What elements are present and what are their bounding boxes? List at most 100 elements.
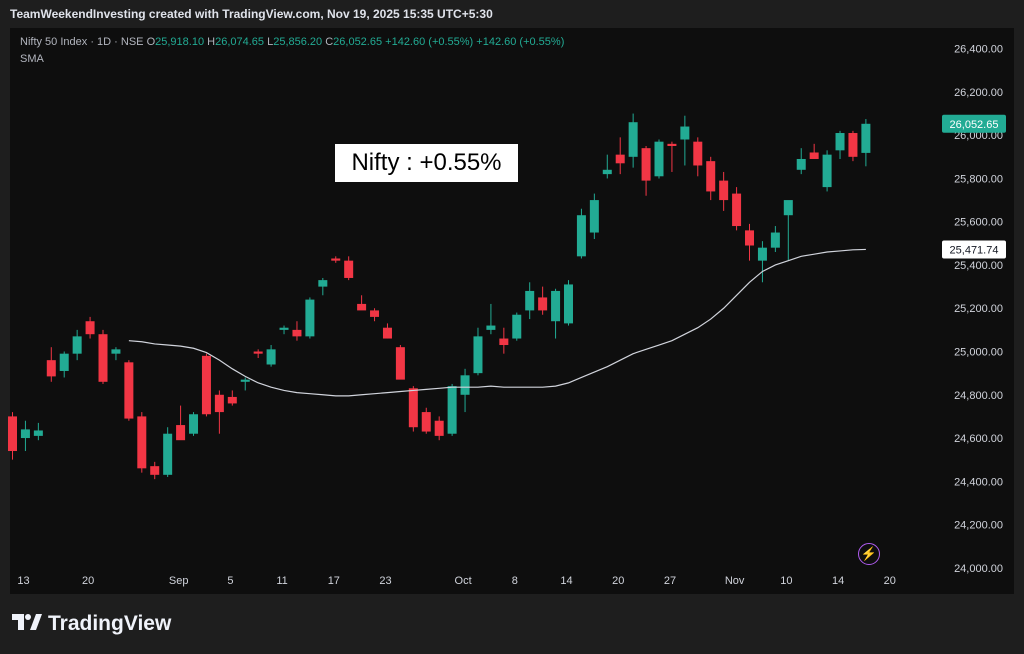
candle (318, 277, 328, 296)
candle (227, 390, 237, 406)
candle-body (8, 416, 17, 452)
candle-body (667, 143, 677, 146)
candle-body (499, 338, 509, 346)
lightning-icon[interactable]: ⚡ (858, 543, 880, 565)
time-tick-label: Sep (169, 575, 189, 587)
candle-body (693, 141, 703, 166)
candle (382, 323, 392, 339)
candle-body (111, 349, 121, 354)
candle-body (98, 334, 108, 382)
sma-price-label-bg (942, 240, 1006, 259)
candle-body (137, 416, 147, 469)
annotation-box[interactable]: Nifty : +0.55% (335, 144, 518, 182)
candle-body (344, 260, 354, 278)
footer-bar (0, 594, 1024, 654)
candle-body (46, 360, 56, 377)
time-tick-label: 14 (560, 575, 572, 587)
candle-body (628, 122, 638, 157)
time-tick-label: 5 (227, 575, 233, 587)
close-value: 26,052.65 (333, 36, 383, 48)
candle-body (266, 349, 276, 365)
candle (525, 282, 535, 320)
time-tick-label: Oct (455, 575, 472, 587)
candle (460, 368, 470, 413)
candle (331, 256, 341, 263)
candle-body (59, 353, 69, 371)
price-tick-label: 25,800.00 (954, 173, 1003, 185)
candle-body (706, 161, 716, 192)
candle-body (382, 327, 392, 339)
candle-body (20, 429, 30, 439)
price-tick-label: 26,000.00 (954, 130, 1003, 142)
candle (176, 405, 186, 441)
candle (279, 325, 289, 335)
candle (499, 327, 509, 354)
last-price-label-bg (942, 114, 1006, 133)
price-tick-label: 25,400.00 (954, 260, 1003, 272)
price-tick-label: 24,800.00 (954, 390, 1003, 402)
candle (706, 156, 716, 201)
price-labels: 26,052.65 25,471.74 (942, 114, 1006, 259)
candle-body (408, 388, 418, 428)
candle-body (525, 290, 535, 311)
candle-body (615, 154, 625, 164)
candle (395, 345, 405, 380)
symbol-name[interactable]: Nifty 50 Index · 1D · NSE (20, 36, 144, 48)
symbol-legend[interactable]: Nifty 50 Index · 1D · NSE O25,918.10 H26… (20, 36, 564, 48)
candle-body (72, 336, 82, 354)
sma-indicator-label[interactable]: SMA (20, 53, 44, 65)
candle (563, 280, 573, 326)
candle-body (486, 325, 496, 330)
candle-body (253, 351, 263, 354)
candle-body (318, 280, 328, 287)
candle (809, 143, 819, 159)
sma-line (128, 248, 866, 397)
tradingview-logo-icon (12, 614, 42, 630)
price-tick-label: 24,400.00 (954, 476, 1003, 488)
candle (628, 113, 638, 168)
chart-panel[interactable] (10, 28, 1014, 594)
time-tick-label: 13 (17, 575, 29, 587)
candle-body (421, 412, 431, 432)
candle (538, 286, 548, 315)
price-tick-label: 24,600.00 (954, 433, 1003, 445)
candle-body (395, 347, 405, 380)
candle-body (124, 362, 134, 419)
candle-body (602, 169, 612, 175)
candle-body (85, 321, 95, 335)
candle-body (473, 336, 483, 374)
candle (85, 316, 95, 339)
candle (408, 386, 418, 432)
candle-body (201, 355, 211, 415)
time-tick-label: Nov (725, 575, 745, 587)
tradingview-brand: TradingView (48, 612, 172, 635)
candle-body (822, 154, 832, 188)
candle-body (370, 310, 380, 317)
candle-body (576, 215, 586, 257)
candle (486, 303, 496, 335)
candle-body (809, 152, 819, 159)
open-label: O (146, 36, 156, 48)
price-tick-label: 24,200.00 (954, 520, 1003, 532)
time-tick-label: 14 (832, 575, 844, 587)
high-label: H (207, 36, 216, 48)
candle-body (189, 414, 199, 434)
time-tick-label: 10 (780, 575, 792, 587)
candle (421, 407, 431, 434)
price-tick-label: 24,000.00 (954, 563, 1003, 575)
time-axis: 13 20 Sep 5 11 17 23 Oct 8 14 20 27 Nov 10 14 20 (17, 575, 896, 587)
candle (680, 115, 690, 166)
candle-body (460, 375, 470, 395)
candle (473, 327, 483, 376)
candle-body (305, 299, 315, 337)
candle (253, 349, 263, 358)
time-tick-label: 17 (328, 575, 340, 587)
candle (33, 422, 43, 441)
candle (512, 312, 522, 341)
candle-body (538, 297, 548, 311)
candle (124, 360, 134, 421)
candle-body (292, 329, 302, 337)
candle (745, 223, 755, 261)
candle (59, 351, 69, 378)
